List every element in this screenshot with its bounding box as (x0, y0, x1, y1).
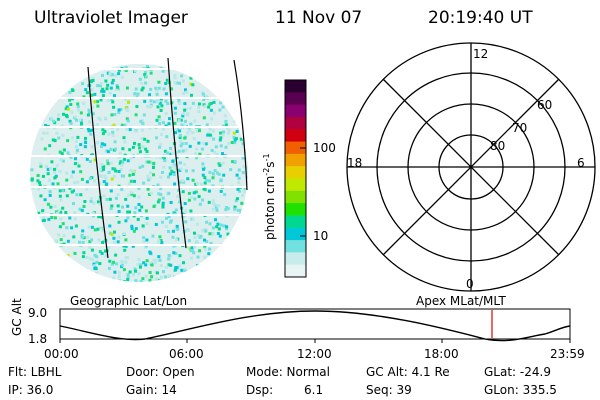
longitude-lines (87, 57, 248, 259)
colorbar-swatch (285, 92, 306, 106)
gc-alt-status: GC Alt: 4.1 Re (366, 365, 450, 379)
colorbar-swatch (285, 166, 306, 179)
timeline-y-title: GC Alt (10, 298, 24, 336)
dsp-value: 6.1 (304, 383, 324, 397)
colorbar-swatch (285, 104, 306, 118)
colorbar-swatch (285, 227, 306, 241)
colorbar-swatch (285, 129, 306, 143)
mode-status: Mode: Normal (246, 365, 330, 379)
colorbar-swatch (285, 252, 306, 266)
mlt-line-diag2 (382, 78, 560, 256)
door-status: Door: Open (126, 365, 195, 379)
colorbar-swatch (285, 215, 306, 229)
dsp-label: Dsp: (246, 383, 274, 397)
mlt-label-18: 18 (347, 156, 363, 170)
time-label: 20:19:40 UT (428, 8, 533, 28)
lat-label-70: 70 (512, 121, 528, 135)
glat-status: GLat: -24.9 (484, 365, 551, 379)
colorbar-swatch (285, 190, 306, 204)
glon-status: GLon: 335.5 (484, 383, 557, 397)
colorbar-tick-label-10: 10 (313, 229, 329, 243)
colorbar-swatch (285, 264, 306, 278)
mlt-label-6: 6 (577, 156, 585, 170)
colorbar-swatch (285, 203, 306, 216)
timeline-x-tick-1200: 12:00 (297, 347, 332, 361)
colorbar-swatch (285, 178, 306, 192)
timeline-x-tick-0000: 00:00 (44, 347, 79, 361)
colorbar-swatch (285, 116, 306, 130)
altitude-curve (59, 310, 571, 342)
geographic-coords-label: Geographic Lat/Lon (70, 294, 188, 308)
timeline-y-tick-low: 1.8 (28, 332, 48, 346)
altitude-timeline (59, 308, 571, 343)
mlt-label-12: 12 (473, 47, 489, 61)
polar-grid (346, 42, 596, 292)
date-label: 11 Nov 07 (275, 8, 363, 28)
colorbar-tick-label-100: 100 (313, 141, 336, 155)
timeline-x-tick-2359: 23:59 (550, 347, 585, 361)
scan-line-gaps (30, 68, 248, 246)
colorbar (284, 79, 307, 278)
seq-status: Seq: 39 (366, 383, 412, 397)
mlt-label-0: 0 (466, 277, 474, 291)
colorbar-swatch (285, 141, 306, 155)
timeline-x-tick-0600: 06:00 (169, 347, 204, 361)
ip-status: IP: 36.0 (8, 383, 54, 397)
colorbar-swatch (285, 153, 306, 167)
uv-image-globe (30, 57, 248, 282)
colorbar-swatch (285, 240, 306, 253)
colorbar-frame (284, 79, 307, 278)
globe-disc (30, 64, 248, 282)
colorbar-swatch (285, 80, 306, 93)
colorbar-gradient (285, 80, 306, 278)
lat-label-60: 60 (537, 98, 553, 112)
apex-coords-label: Apex MLat/MLT (416, 294, 506, 308)
timeline-x-tick-1800: 18:00 (424, 347, 459, 361)
timeline-frame (59, 308, 571, 340)
lat-label-80: 80 (490, 139, 506, 153)
app-title: Ultraviolet Imager (34, 8, 188, 28)
gain-status: Gain: 14 (126, 383, 177, 397)
filter-status: Flt: LBHL (8, 365, 62, 379)
timeline-y-tick-high: 9.0 (28, 306, 48, 320)
colorbar-unit-label: photon cm-2s-1 (262, 153, 277, 240)
